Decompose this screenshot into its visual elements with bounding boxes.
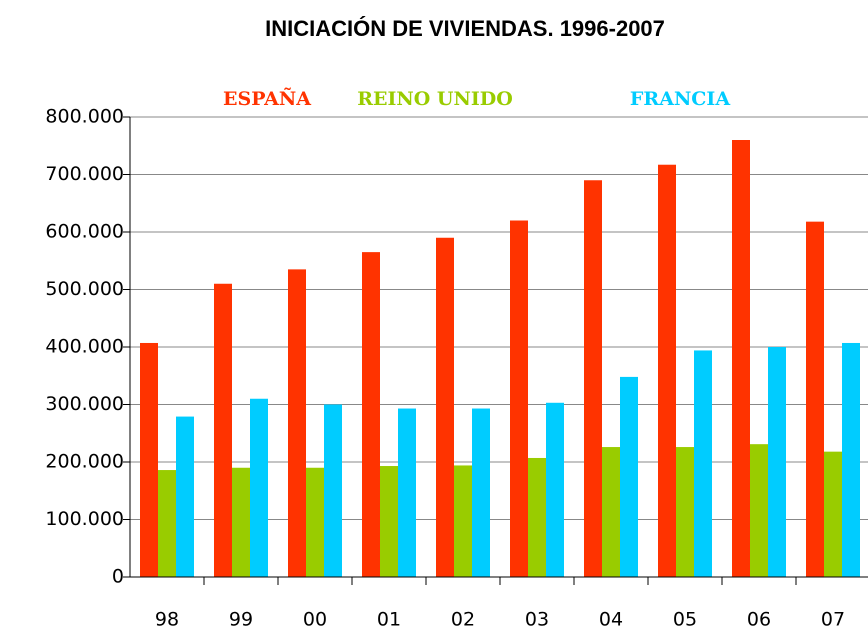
bar — [528, 457, 546, 577]
y-tick-label: 400.000 — [45, 336, 124, 358]
bar — [806, 221, 824, 577]
y-tick-label: 0 — [112, 566, 124, 588]
legend-entry: REINO UNIDO — [357, 88, 513, 110]
x-tick-label: 05 — [673, 609, 697, 631]
bar — [620, 376, 638, 577]
bar — [436, 237, 454, 577]
x-tick-label: 01 — [377, 609, 401, 631]
legend-entry: FRANCIA — [630, 88, 730, 110]
bar — [602, 447, 620, 577]
bar — [288, 269, 306, 577]
bar — [306, 467, 324, 577]
bar — [250, 398, 268, 577]
bar — [454, 465, 472, 577]
x-tick-label: 07 — [821, 609, 845, 631]
y-tick-label: 600.000 — [45, 221, 124, 243]
y-tick-label: 800.000 — [45, 106, 124, 128]
bar — [140, 342, 158, 577]
y-tick-label: 700.000 — [45, 163, 124, 185]
bar — [380, 466, 398, 577]
bar — [214, 283, 232, 577]
bar — [398, 408, 416, 577]
chart-title: INICIACIÓN DE VIVIENDAS. 1996-2007 — [265, 16, 665, 41]
x-tick-label: 04 — [599, 609, 623, 631]
bar — [694, 350, 712, 577]
y-tick-label: 100.000 — [45, 508, 124, 530]
x-tick-label: 06 — [747, 609, 771, 631]
bar — [676, 447, 694, 577]
legend-entry: ESPAÑA — [223, 87, 311, 110]
y-tick-label: 500.000 — [45, 278, 124, 300]
bar — [658, 164, 676, 577]
x-tick-label: 99 — [229, 609, 253, 631]
bar — [546, 402, 564, 577]
bar — [732, 140, 750, 577]
bar — [176, 416, 194, 577]
x-tick-label: 98 — [155, 609, 179, 631]
x-tick-label: 00 — [303, 609, 327, 631]
bar — [842, 342, 860, 577]
bar — [750, 444, 768, 577]
x-tick-label: 02 — [451, 609, 475, 631]
bar — [510, 220, 528, 577]
bar — [158, 470, 176, 577]
bar — [232, 467, 250, 577]
x-tick-label: 03 — [525, 609, 549, 631]
bar — [824, 451, 842, 577]
bar — [324, 404, 342, 577]
bar — [472, 408, 490, 577]
bar — [768, 347, 786, 577]
y-tick-label: 300.000 — [45, 393, 124, 415]
bar — [362, 252, 380, 577]
bar — [584, 180, 602, 577]
y-tick-label: 200.000 — [45, 451, 124, 473]
